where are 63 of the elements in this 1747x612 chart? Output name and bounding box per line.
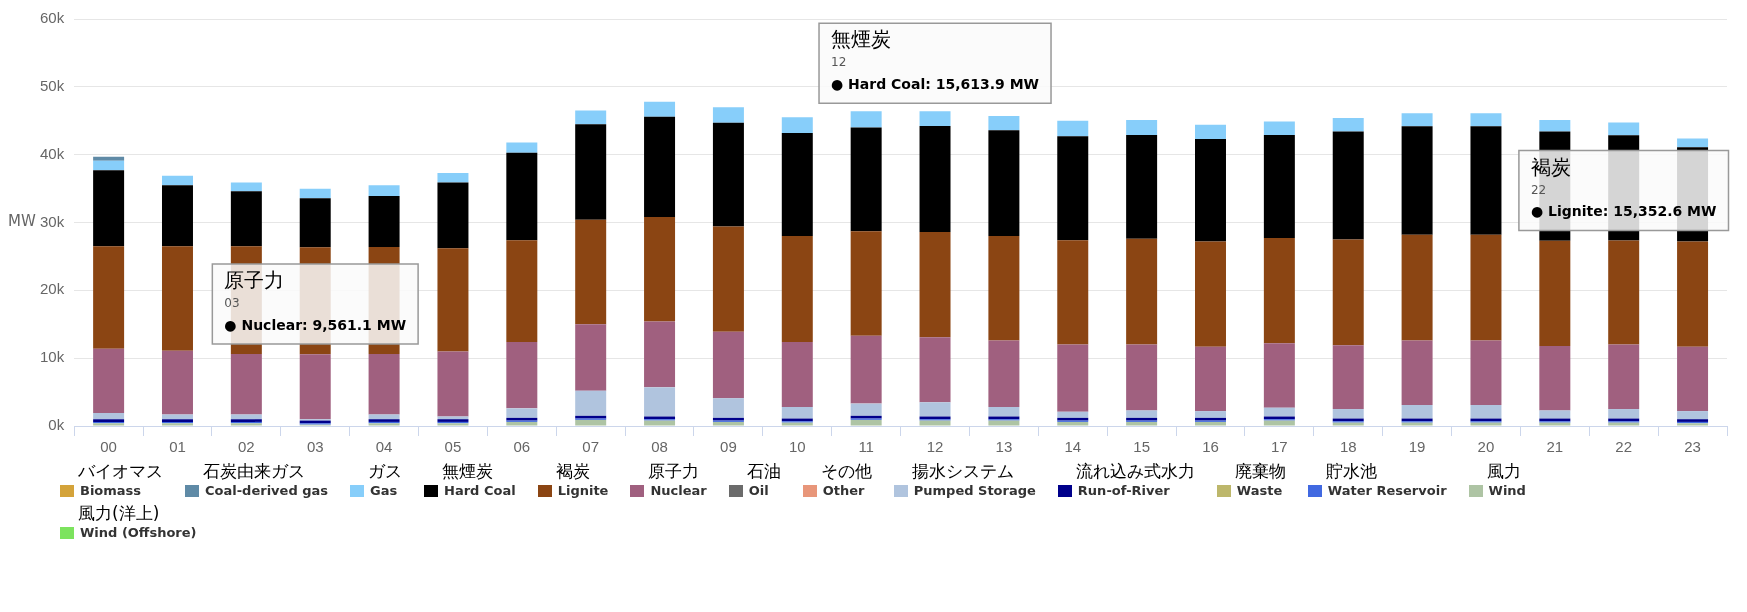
x-tick-label: 02 [238, 438, 255, 456]
x-tick-label: 13 [995, 438, 1013, 456]
text: 褐炭 [554, 460, 591, 483]
x-tick-label: 18 [1339, 438, 1357, 456]
x-tick-label: 08 [651, 438, 668, 456]
legend-label: Pumped Storage [912, 483, 1036, 498]
text: 廃棄物 [1233, 460, 1286, 483]
y-tick-label: 60k [40, 9, 65, 27]
legend-label: Run-of-River [1076, 483, 1171, 498]
x-tick-label: 10 [788, 438, 806, 456]
annotation: 原子力 03 ● Nuclear: 9,561.1 MW [224, 268, 407, 333]
x-tick-label: 23 [1684, 438, 1701, 456]
text: 貯水池 [1324, 460, 1378, 483]
x-tick-label: 17 [1271, 438, 1288, 456]
y-tick-label: 0k [48, 416, 65, 434]
x-tick-label: 14 [1064, 438, 1082, 456]
y-axis-title: MW [8, 212, 36, 231]
annotation: 無煙炭 12 ● Hard Coal: 15,613.9 MW [831, 27, 1040, 92]
y-tick-label: 50k [40, 76, 65, 94]
x-tick-label: 16 [1202, 438, 1219, 456]
text: 流れ込み式水力 [1074, 460, 1195, 483]
text: 石炭由来ガス [202, 460, 306, 483]
text: 風力(洋上) [77, 502, 161, 525]
legend-label: Other [821, 483, 866, 498]
text: 石油 [745, 460, 781, 483]
legend-label: Coal-derived gas [204, 483, 329, 498]
legend-label: Wind (Offshore) [79, 525, 197, 540]
legend-label: Nuclear [649, 483, 707, 498]
legend-label: Waste [1235, 483, 1284, 498]
text: 風力 [1485, 460, 1522, 483]
y-tick-label: 20k [40, 280, 65, 298]
legend-label: Water Reservoir [1326, 483, 1447, 498]
x-tick-label: 07 [582, 438, 600, 456]
x-tick-label: 05 [444, 438, 462, 456]
x-tick-label: 22 [1615, 438, 1633, 456]
text: 原子力 [647, 460, 701, 483]
x-tick-label: 00 [100, 438, 117, 456]
y-tick-label: 10k [40, 348, 65, 366]
x-tick-label: 03 [306, 438, 324, 456]
legend-label: Lignite [556, 483, 609, 498]
y-tick-label: 30k [40, 212, 65, 230]
legend-label: Gas [369, 483, 399, 498]
text: バイオマス [77, 460, 163, 483]
text: 無煙炭 [441, 460, 495, 483]
text: 揚水システム [910, 460, 1015, 483]
x-tick-label: 06 [513, 438, 531, 456]
legend-label: Biomass [79, 483, 143, 498]
text: その他 [819, 460, 872, 483]
y-tick-label: 40k [40, 144, 65, 162]
legend-label: Oil [747, 483, 770, 498]
x-tick-label: 20 [1477, 438, 1495, 456]
x-tick-label: 21 [1546, 438, 1564, 456]
legend-label: Hard Coal [443, 483, 516, 498]
x-tick-label: 15 [1133, 438, 1150, 456]
x-tick-label: 01 [169, 438, 186, 456]
x-tick-label: 04 [375, 438, 393, 456]
text: ガス [367, 460, 403, 483]
x-tick-label: 12 [926, 438, 944, 456]
legend-label: Wind [1487, 483, 1526, 498]
x-tick-label: 19 [1408, 438, 1426, 456]
x-tick-label: 11 [858, 438, 874, 456]
x-tick-label: 09 [720, 438, 737, 456]
annotation: 褐炭 22 ● Lignite: 15,352.6 MW [1530, 154, 1717, 220]
